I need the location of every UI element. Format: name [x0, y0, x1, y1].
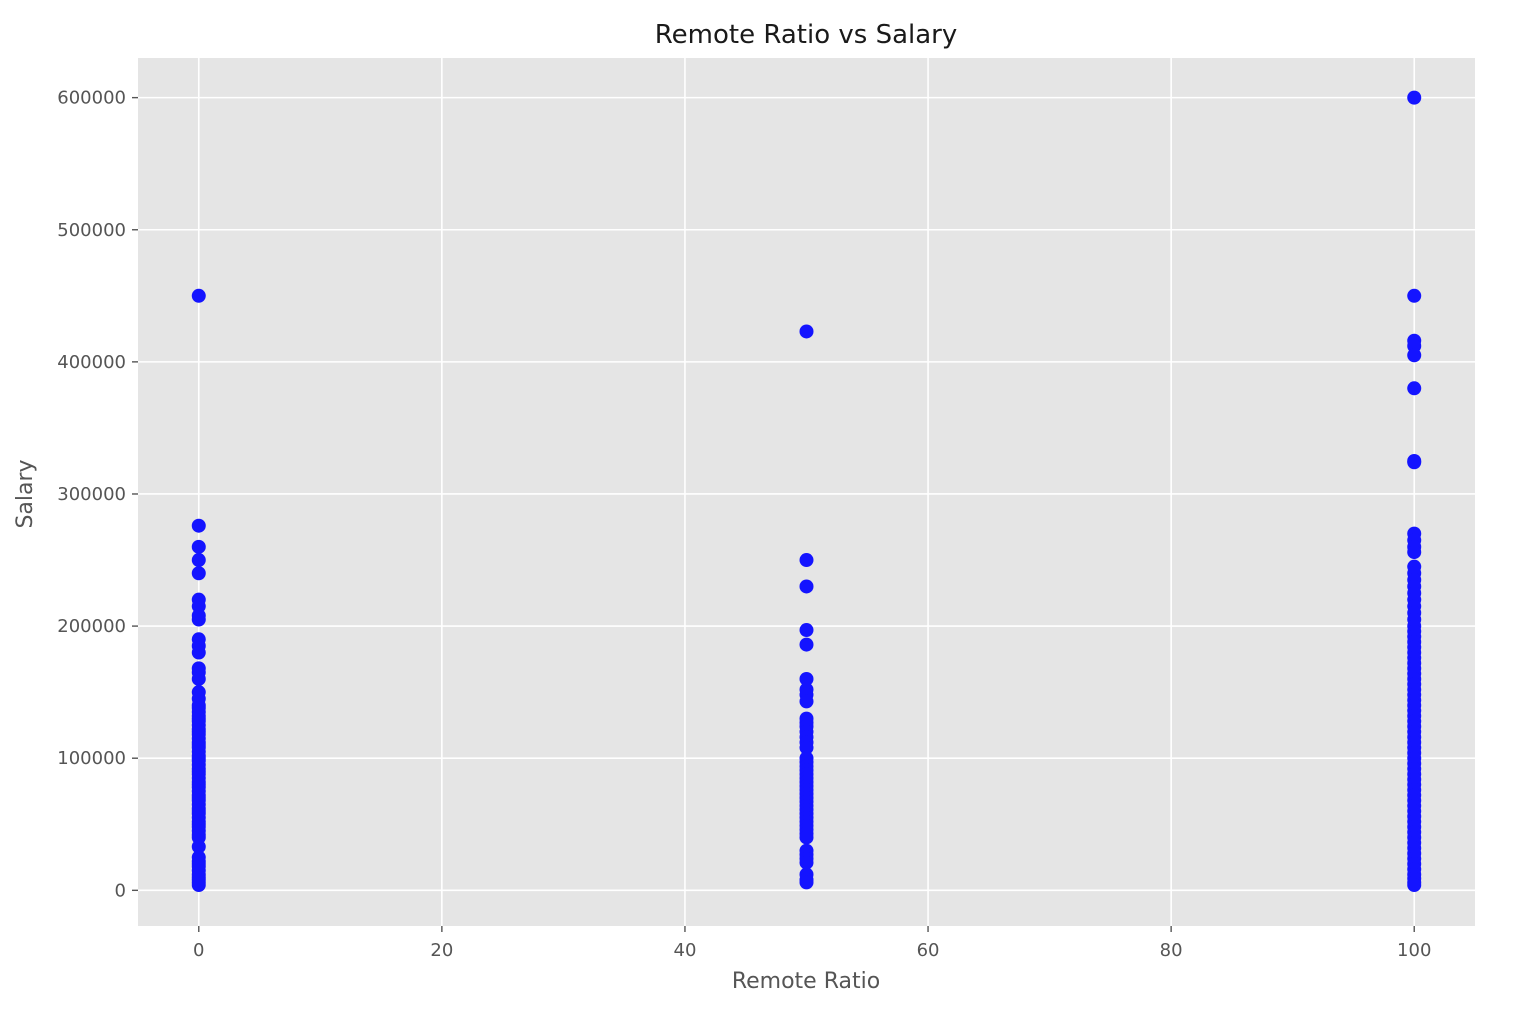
data-point: [191, 539, 206, 554]
data-point: [1407, 878, 1422, 893]
data-point: [191, 839, 206, 854]
data-point: [799, 623, 814, 638]
y-tick-label: 400000: [57, 352, 126, 373]
data-point: [1407, 455, 1422, 470]
data-point: [1407, 348, 1422, 363]
y-tick-label: 200000: [57, 616, 126, 637]
data-point: [799, 553, 814, 568]
data-point: [799, 579, 814, 594]
data-points: [191, 90, 1422, 893]
y-tick-label: 300000: [57, 484, 126, 505]
data-point: [1407, 545, 1422, 560]
x-axis-label: Remote Ratio: [732, 969, 880, 994]
x-tick-label: 20: [430, 940, 453, 961]
data-point: [799, 855, 814, 870]
data-point: [1407, 288, 1422, 303]
data-point: [1407, 381, 1422, 396]
data-point: [799, 740, 814, 755]
axis-ticks: 0 20 40 60 80 100 0 100000 200000 300000 400000 500…: [57, 88, 1431, 961]
chart-title: Remote Ratio vs Salary: [655, 20, 957, 50]
data-point: [799, 830, 814, 845]
x-tick-label: 100: [1397, 940, 1431, 961]
data-point: [191, 645, 206, 660]
data-point: [1407, 90, 1422, 105]
data-point: [799, 671, 814, 686]
y-tick-label: 100000: [57, 748, 126, 769]
x-tick-label: 0: [193, 940, 204, 961]
data-point: [191, 553, 206, 568]
data-point: [191, 518, 206, 533]
data-point: [191, 612, 206, 627]
data-point: [191, 288, 206, 303]
y-tick-label: 500000: [57, 220, 126, 241]
x-tick-label: 80: [1160, 940, 1183, 961]
x-tick-label: 60: [917, 940, 940, 961]
x-tick-label: 40: [674, 940, 697, 961]
data-point: [799, 694, 814, 709]
y-tick-label: 600000: [57, 88, 126, 109]
data-point: [191, 878, 206, 893]
data-point: [799, 324, 814, 339]
data-point: [191, 566, 206, 581]
data-point: [799, 637, 814, 652]
data-point: [191, 671, 206, 686]
data-point: [799, 875, 814, 890]
y-tick-label: 0: [115, 880, 126, 901]
y-axis-label: Salary: [13, 459, 38, 528]
